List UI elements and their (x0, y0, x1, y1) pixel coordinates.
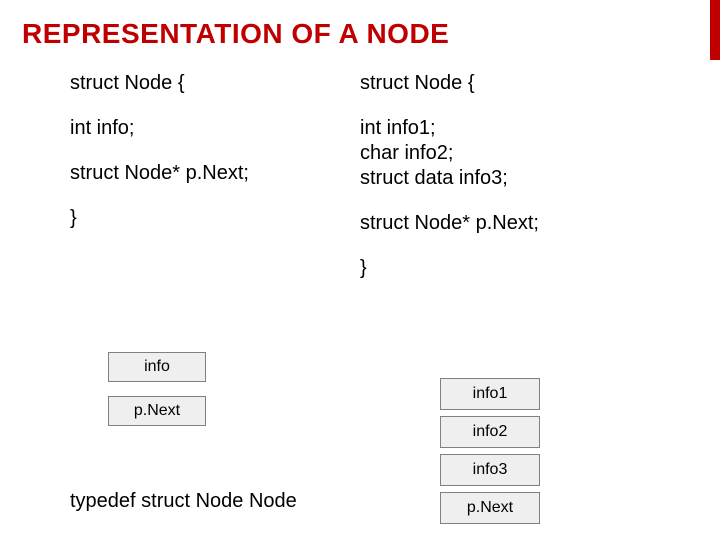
right-code-column: struct Node { int info1; char info2; str… (360, 72, 650, 302)
code-line: char info2; (360, 142, 650, 165)
node-diagram-extended: info1 info2 info3 p.Next (440, 378, 540, 524)
accent-bar (710, 0, 720, 60)
diagram-cell: info3 (440, 454, 540, 486)
code-line: struct data info3; (360, 167, 650, 190)
typedef-line: typedef struct Node Node (70, 490, 297, 513)
code-columns: struct Node { int info; struct Node* p.N… (0, 50, 720, 302)
diagram-cell: info2 (440, 416, 540, 448)
diagram-cell: info (108, 352, 206, 382)
left-code-column: struct Node { int info; struct Node* p.N… (70, 72, 360, 302)
code-line: int info1; (360, 117, 650, 140)
page-title: REPRESENTATION OF A NODE (0, 0, 720, 50)
diagram-cell: info1 (440, 378, 540, 410)
code-line: struct Node* p.Next; (70, 162, 360, 185)
diagram-cell: p.Next (108, 396, 206, 426)
code-line: struct Node { (70, 72, 360, 95)
code-line: } (360, 257, 650, 280)
node-diagram-simple: info p.Next (108, 352, 206, 426)
code-line: } (70, 207, 360, 230)
code-line: struct Node* p.Next; (360, 212, 650, 235)
code-line: struct Node { (360, 72, 650, 95)
code-line: int info; (70, 117, 360, 140)
diagram-cell: p.Next (440, 492, 540, 524)
